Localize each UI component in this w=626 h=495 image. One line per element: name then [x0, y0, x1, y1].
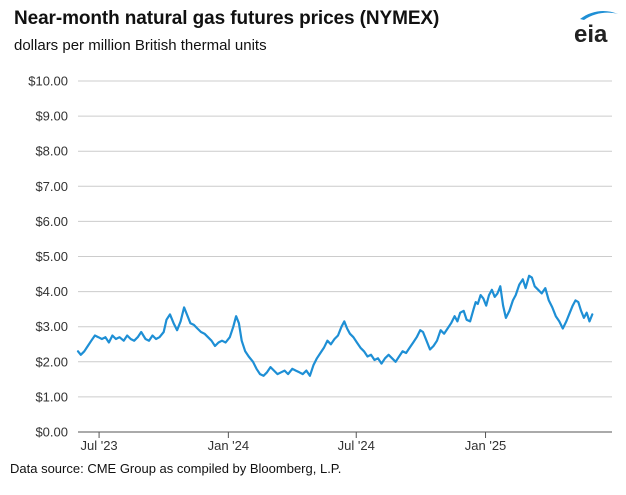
- eia-logo-icon: eia: [574, 11, 618, 48]
- x-tick-label: Jul '24: [338, 438, 375, 453]
- y-tick-label: $5.00: [35, 249, 68, 264]
- x-axis-ticks: Jul '23 Jan '24 Jul '24 Jan '25: [80, 432, 506, 453]
- y-tick-label: $6.00: [35, 214, 68, 229]
- grid-lines: [78, 80, 612, 433]
- y-tick-label: $3.00: [35, 319, 68, 334]
- chart-title: Near-month natural gas futures prices (N…: [14, 8, 440, 29]
- y-tick-label: $8.00: [35, 144, 68, 159]
- x-tick-label: Jan '25: [465, 438, 507, 453]
- y-tick-label: $7.00: [35, 179, 68, 194]
- series-line-0: [76, 274, 594, 377]
- y-tick-label: $0.00: [35, 425, 68, 440]
- y-tick-label: $1.00: [35, 389, 68, 404]
- y-axis-tick-labels: $0.00 $1.00 $2.00 $3.00 $4.00 $5.00 $6.00 $7.00…: [28, 74, 68, 440]
- y-tick-label: $2.00: [35, 354, 68, 369]
- y-tick-label: $4.00: [35, 284, 68, 299]
- series-group: [76, 274, 594, 377]
- logo-text: eia: [574, 21, 608, 46]
- x-tick-label: Jul '23: [80, 438, 117, 453]
- y-tick-label: $9.00: [35, 109, 68, 124]
- data-source-note: Data source: CME Group as compiled by Bl…: [10, 461, 342, 476]
- x-tick-label: Jan '24: [208, 438, 250, 453]
- chart-subtitle: dollars per million British thermal unit…: [14, 37, 267, 54]
- eia-logo[interactable]: eia: [566, 6, 620, 48]
- logo-swoosh: [580, 11, 618, 20]
- y-tick-label: $10.00: [28, 74, 68, 89]
